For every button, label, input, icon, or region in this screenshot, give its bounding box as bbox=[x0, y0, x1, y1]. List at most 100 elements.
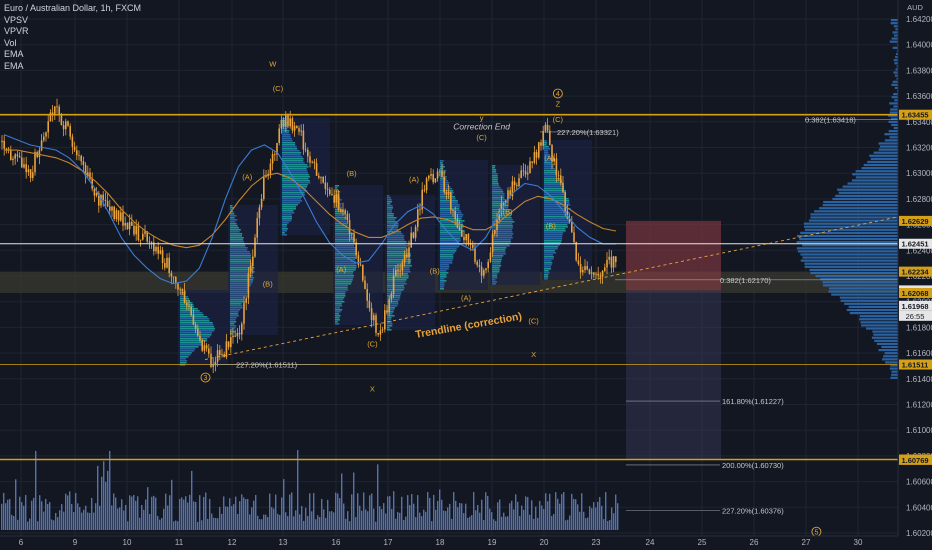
volume-profile-bar bbox=[815, 274, 898, 278]
volume-profile-bar bbox=[895, 56, 898, 59]
candle-body bbox=[549, 130, 551, 145]
session-profile-bar bbox=[387, 251, 408, 253]
session-profile-bar bbox=[282, 206, 297, 208]
session-profile-bar bbox=[335, 275, 354, 277]
volume-bar bbox=[461, 503, 463, 530]
candle-body bbox=[186, 302, 188, 306]
session-profile-bar bbox=[180, 320, 210, 322]
volume-bar bbox=[369, 495, 371, 530]
volume-profile-bar bbox=[847, 182, 898, 185]
candle-body bbox=[606, 259, 608, 268]
session-profile-bar bbox=[544, 154, 550, 156]
candle-body bbox=[214, 361, 217, 366]
session-profile-bar bbox=[544, 210, 569, 212]
volume-bar bbox=[9, 498, 11, 530]
candle-body bbox=[219, 350, 221, 355]
volume-profile-bar bbox=[891, 123, 898, 127]
volume-bar bbox=[335, 492, 337, 530]
volume-bar bbox=[179, 498, 181, 530]
session-profile-bar bbox=[180, 340, 207, 342]
candle-body bbox=[505, 200, 507, 203]
volume-profile-bar bbox=[894, 86, 898, 90]
candle-body bbox=[247, 272, 250, 299]
volume-bar bbox=[69, 491, 71, 530]
candle-body bbox=[546, 124, 549, 131]
candle-body bbox=[205, 345, 208, 349]
volume-bar bbox=[555, 492, 557, 530]
volume-bar bbox=[123, 510, 125, 530]
volume-profile-bar bbox=[881, 345, 898, 349]
candle-body bbox=[612, 256, 615, 268]
volume-profile-bar bbox=[896, 49, 898, 53]
volume-bar bbox=[67, 495, 69, 530]
volume-bar bbox=[313, 493, 315, 530]
session-profile-bar bbox=[544, 228, 566, 230]
candle-body bbox=[582, 270, 584, 273]
legend-indicator-ema-1[interactable]: EMA bbox=[4, 49, 24, 59]
session-profile-bar bbox=[282, 148, 298, 150]
candle-body bbox=[533, 152, 536, 163]
session-profile-bar bbox=[230, 315, 239, 317]
candle-body bbox=[593, 272, 595, 275]
volume-bar bbox=[295, 510, 297, 530]
volume-bar bbox=[453, 492, 455, 530]
volume-bar bbox=[27, 521, 29, 530]
session-profile-bar bbox=[440, 270, 447, 272]
fib-label: 161.80%(1.61227) bbox=[722, 397, 784, 406]
session-profile-bar bbox=[230, 291, 250, 293]
volume-bar bbox=[387, 496, 389, 530]
session-profile-bar bbox=[440, 166, 445, 168]
volume-bar bbox=[3, 492, 5, 530]
volume-bar bbox=[147, 487, 149, 530]
time-axis[interactable] bbox=[0, 536, 932, 550]
candle-body bbox=[568, 218, 571, 223]
session-profile-bar bbox=[387, 309, 395, 311]
session-profile-bar bbox=[492, 233, 514, 235]
volume-bar bbox=[425, 511, 427, 530]
fib-label: 227.20%(1.63321) bbox=[557, 128, 619, 137]
candle-body bbox=[93, 188, 96, 196]
price-tick-label: 1.64200 bbox=[906, 15, 932, 24]
candle-body bbox=[67, 121, 69, 126]
volume-bar bbox=[239, 501, 241, 530]
candle-body bbox=[562, 182, 564, 193]
candle-body bbox=[60, 115, 63, 126]
volume-bar bbox=[321, 498, 323, 530]
volume-bar bbox=[195, 501, 197, 530]
session-profile-bar bbox=[492, 283, 496, 285]
volume-bar bbox=[75, 493, 77, 530]
session-profile-bar bbox=[544, 184, 563, 186]
volume-profile-bar bbox=[891, 37, 898, 40]
volume-profile-bar bbox=[869, 154, 898, 157]
volume-bar bbox=[445, 511, 447, 530]
candle-body bbox=[175, 276, 177, 284]
volume-bar bbox=[557, 498, 559, 530]
volume-bar bbox=[397, 511, 399, 530]
volume-profile-bar bbox=[892, 31, 898, 34]
volume-profile-bar bbox=[860, 321, 898, 324]
session-profile-bar bbox=[282, 150, 300, 152]
legend-indicator-ema-2[interactable]: EMA bbox=[4, 60, 24, 71]
volume-profile-bar bbox=[878, 142, 898, 145]
volume-bar bbox=[403, 520, 405, 530]
legend-indicator-vpsv[interactable]: VPSV bbox=[4, 14, 29, 25]
fib-label: 227.20%(1.61511) bbox=[236, 361, 298, 370]
session-profile-bar bbox=[440, 250, 457, 252]
legend-indicator-vol[interactable]: Vol bbox=[4, 37, 17, 48]
volume-profile-bar bbox=[884, 133, 898, 136]
candle-body bbox=[577, 260, 580, 264]
session-profile-bar bbox=[544, 220, 570, 222]
volume-bar bbox=[21, 502, 23, 530]
session-profile-bar bbox=[180, 310, 200, 312]
ema-fast-line bbox=[3, 134, 616, 285]
legend-indicator-vpvr[interactable]: VPVR bbox=[4, 26, 29, 36]
volume-profile-bar bbox=[808, 219, 898, 222]
session-profile-bar bbox=[180, 352, 192, 354]
volume-bar bbox=[371, 493, 373, 530]
session-profile-bar bbox=[230, 237, 244, 239]
candle-body bbox=[348, 220, 351, 234]
volume-bar bbox=[35, 450, 37, 530]
volume-profile-bar bbox=[820, 278, 898, 281]
candle-body bbox=[7, 148, 10, 150]
